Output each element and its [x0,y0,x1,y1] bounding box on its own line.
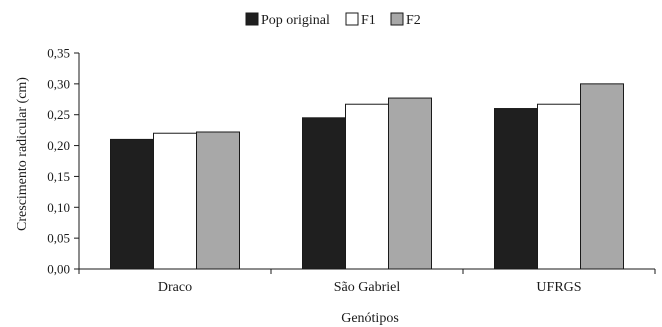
y-tick-label: 0,00 [47,262,70,277]
x-axis-title: Genótipos [341,311,399,326]
bar-f2-1 [388,97,432,270]
x-category-label: São Gabriel [334,280,401,295]
y-axis-title: Crescimento radicular (cm) [15,77,30,231]
x-axis: Draco São Gabriel UFRGS [78,268,656,295]
bar-pop-original-2 [494,108,538,270]
bar-f2-0 [196,131,240,270]
y-tick-label: 0,25 [47,107,70,122]
legend-label: F2 [406,13,421,28]
legend-swatch [390,12,404,26]
bars [110,83,624,270]
bar-pop-original-1 [302,117,346,270]
y-tick-label: 0,30 [47,76,70,91]
bar-f1-1 [345,103,389,270]
y-tick-label: 0,35 [47,46,70,61]
x-category-label: Draco [158,280,192,295]
bar-f1-0 [153,132,197,270]
legend-label: F1 [361,13,376,28]
bar-f2-2 [580,83,624,270]
legend: Pop original F1 F2 [245,12,421,28]
y-tick-label: 0,05 [47,231,70,246]
legend-swatch [245,12,259,26]
legend-swatch [345,12,359,26]
x-category-label: UFRGS [536,280,581,295]
bar-pop-original-0 [110,138,154,270]
y-axis: 0,00 0,05 0,10 0,15 0,20 0,25 0,30 0,35 [47,46,80,277]
bar-f1-2 [537,103,581,270]
y-tick-label: 0,20 [47,138,70,153]
y-tick-label: 0,10 [47,200,70,215]
y-tick-label: 0,15 [47,169,70,184]
legend-label: Pop original [261,13,330,28]
